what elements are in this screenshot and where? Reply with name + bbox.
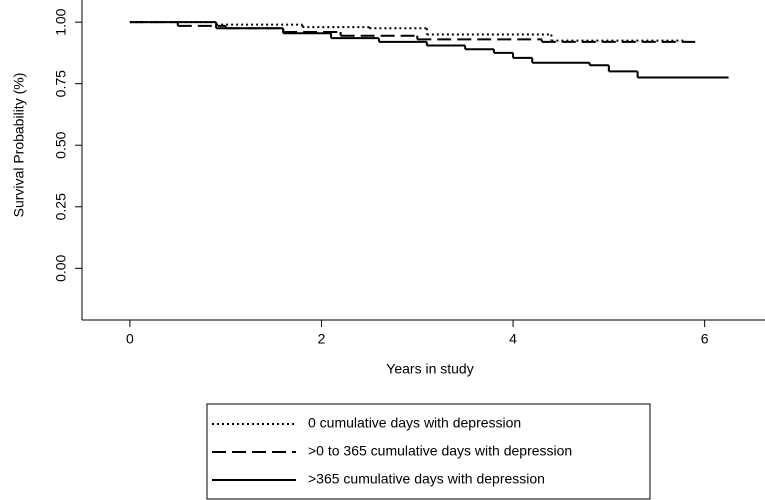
legend-label: >365 cumulative days with depression (308, 471, 545, 487)
x-axis-label: Years in study (386, 361, 473, 377)
y-tick-label: 0.25 (53, 193, 69, 220)
y-tick-label: 0.00 (53, 254, 69, 281)
y-tick-label: 0.50 (53, 131, 69, 158)
x-tick-label: 6 (701, 331, 709, 347)
x-tick-label: 0 (126, 331, 134, 347)
y-tick-label: 0.75 (53, 70, 69, 97)
x-tick-label: 2 (318, 331, 326, 347)
legend-label: >0 to 365 cumulative days with depressio… (308, 443, 572, 459)
x-tick-label: 4 (509, 331, 517, 347)
y-tick-label: 1.00 (53, 8, 69, 35)
legend-label: 0 cumulative days with depression (308, 415, 521, 431)
legend-box (206, 403, 651, 500)
y-axis-label: Survival Probability (%) (11, 73, 27, 218)
